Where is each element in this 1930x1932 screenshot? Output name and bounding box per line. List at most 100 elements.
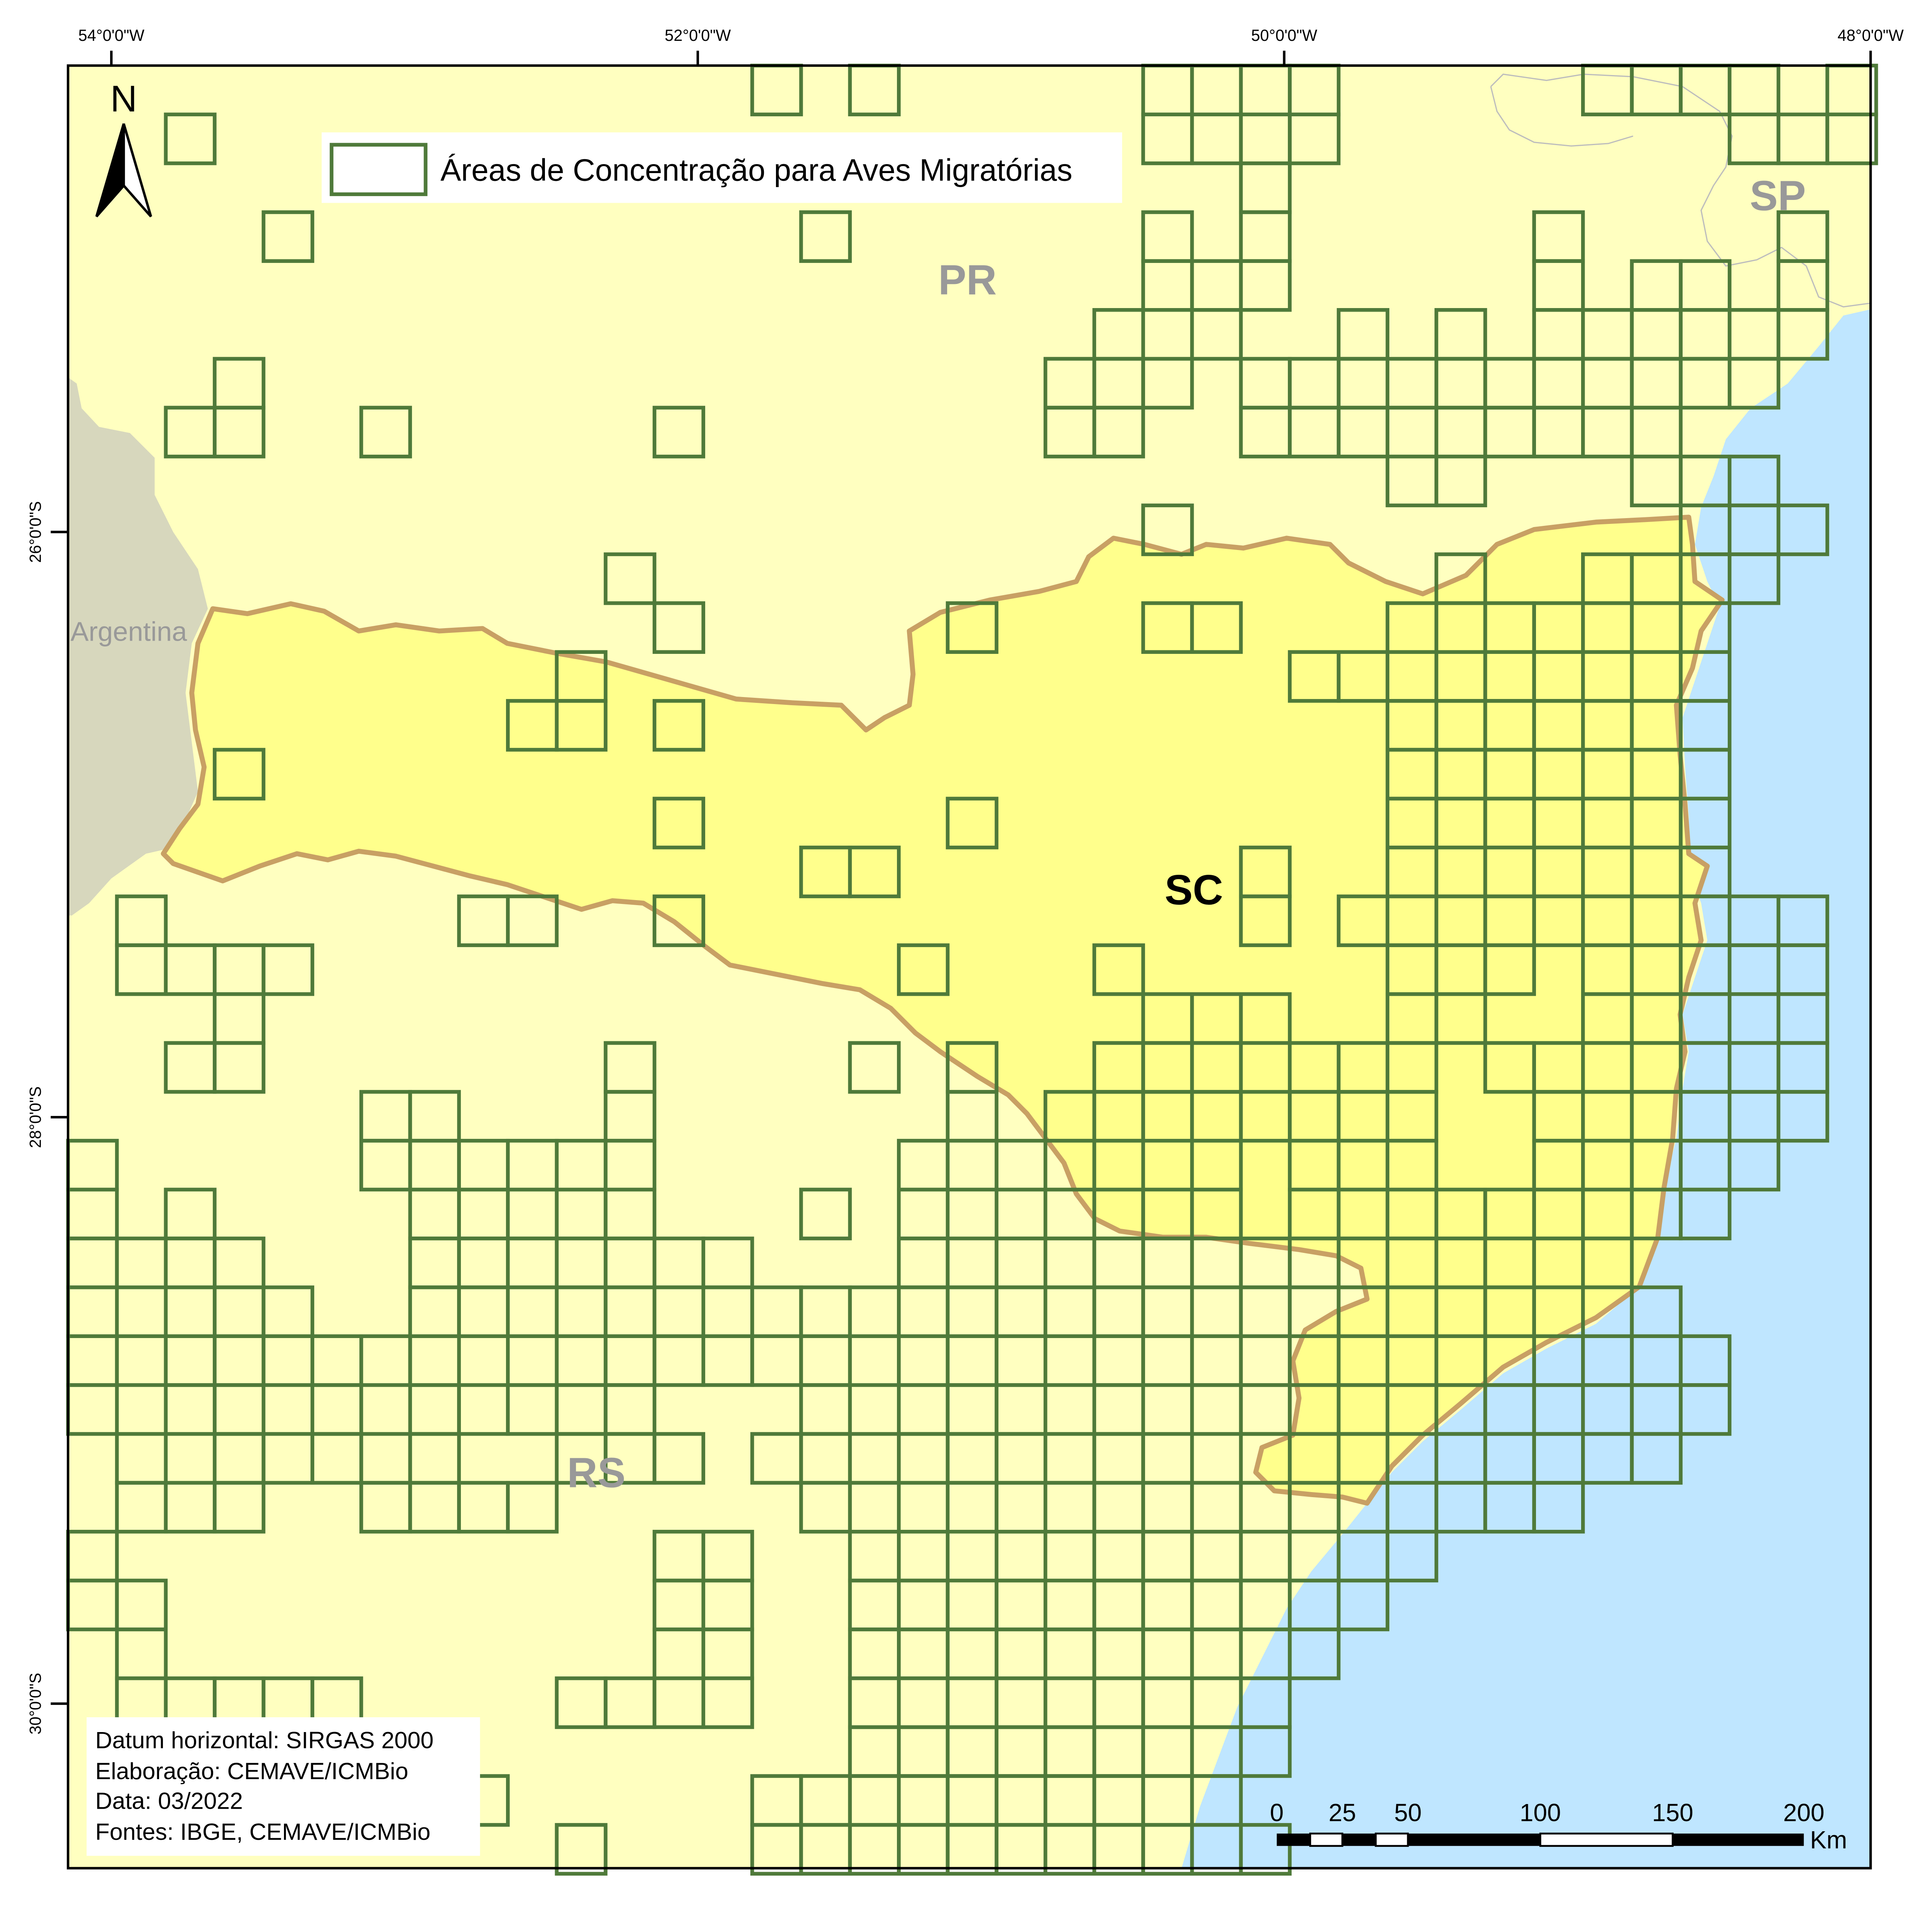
concentration-cell [1239,992,1292,1045]
concentration-cell [652,406,706,459]
concentration-cell [261,210,314,263]
concentration-cell [1239,1725,1292,1778]
concentration-cell [652,797,706,850]
concentration-cell [1630,1432,1683,1485]
concentration-cell [1434,992,1487,1045]
scale-tick-0: 0 [1270,1799,1284,1827]
concentration-cell [946,601,998,654]
concentration-cell [1679,1188,1732,1240]
concentration-cell [848,1041,901,1094]
concentration-cell [1727,552,1781,605]
info-box-background [86,1717,480,1856]
santa-catarina-area [161,515,1725,1506]
concentration-cell [1239,1823,1292,1876]
north-arrow-right-half [122,123,152,217]
scale-segment-5 [1408,1833,1541,1846]
sp-boundary-minor [1490,86,1634,147]
concentration-cell [213,748,266,800]
concentration-cell [506,894,559,947]
concentration-cell [799,1188,852,1240]
concentration-cell [213,406,266,459]
concentration-cell [359,406,412,459]
scale-bar: 0 25 50 100 150 200 Km [1270,1799,1847,1854]
concentration-cell [1190,601,1243,654]
concentration-cell [1239,894,1292,947]
info-sources: Fontes: IBGE, CEMAVE/ICMBio [95,1818,431,1845]
scale-segment-7 [1673,1833,1804,1846]
info-datum: Datum horizontal: SIRGAS 2000 [95,1727,434,1753]
concentration-cell [701,1676,754,1729]
concentration-cell [506,1481,559,1534]
concentration-cell [1336,1578,1390,1631]
concentration-cell [1288,112,1341,165]
latitude-label-28s: 28°0'0"S [26,1086,44,1148]
scale-segment-3 [1342,1833,1376,1846]
concentration-cell [164,112,217,165]
concentration-cell [1092,943,1145,996]
longitude-label-52w: 52°0'0"W [665,26,731,44]
legend-background [322,132,1122,203]
latitude-label-26s: 26°0'0"S [26,501,44,563]
region-label-argentina: Argentina [70,617,187,647]
argentina-area [68,377,208,916]
concentration-cell [1776,308,1829,361]
concentration-cell [848,846,901,899]
concentration-cell [1776,503,1829,556]
scale-tick-25: 25 [1329,1799,1356,1827]
concentration-cell [1776,1090,1829,1143]
concentration-cell [1434,454,1487,508]
concentration-cell [897,943,950,996]
concentration-cell [946,797,998,850]
scale-tick-50: 50 [1394,1799,1422,1827]
scale-tick-100: 100 [1520,1799,1561,1827]
concentration-cell [1190,308,1243,361]
concentration-cell [1141,503,1194,556]
longitude-label-50w: 50°0'0"W [1251,26,1317,44]
north-arrow: N [95,78,152,217]
scale-tick-200: 200 [1783,1799,1824,1827]
legend-label: Áreas de Concentração para Aves Migratór… [440,152,1072,187]
concentration-cell [799,210,852,263]
concentration-cell [261,943,314,996]
concentration-cell [1239,259,1292,312]
concentration-cell [555,1823,608,1876]
concentration-cell [213,1041,266,1094]
concentration-cell [1532,1481,1585,1534]
scale-unit: Km [1810,1826,1847,1854]
legend: Áreas de Concentração para Aves Migratór… [322,132,1122,203]
region-label-rs: RS [567,1449,625,1496]
scale-segment-2 [1309,1832,1343,1847]
concentration-cell [1288,1627,1341,1680]
concentration-cell [1727,357,1781,410]
longitude-label-48w: 48°0'0"W [1837,26,1904,44]
concentration-cell [1727,1139,1781,1192]
concentration-cell [652,699,706,752]
concentration-cell [604,552,657,605]
concentration-cell [555,699,608,752]
scale-segment-4 [1375,1832,1409,1847]
region-label-sc: SC [1165,866,1223,913]
longitude-label-54w: 54°0'0"W [78,26,144,44]
region-label-pr: PR [938,256,997,303]
concentration-cell [1092,406,1145,459]
info-elaboration: Elaboração: CEMAVE/ICMBio [95,1758,408,1784]
info-box: Datum horizontal: SIRGAS 2000 Elaboração… [86,1717,480,1856]
scale-segment-1 [1277,1833,1310,1846]
concentration-cell [1825,112,1878,165]
scale-tick-150: 150 [1652,1799,1693,1827]
bird-concentration-grid [66,63,1878,1876]
latitude-label-30s: 30°0'0"S [26,1673,44,1735]
region-label-sp: SP [1750,172,1806,219]
concentration-cell [1679,1383,1732,1436]
scale-segment-6 [1539,1832,1674,1847]
coordinate-ticks [51,51,1872,1705]
concentration-cell [652,601,706,654]
concentration-cell [652,894,706,947]
concentration-cell [1141,357,1194,410]
north-arrow-label: N [110,78,137,119]
concentration-cell [213,1481,266,1534]
concentration-cell [1483,943,1536,996]
map-frame-border [67,64,1872,1870]
concentration-cell [1385,1530,1438,1583]
